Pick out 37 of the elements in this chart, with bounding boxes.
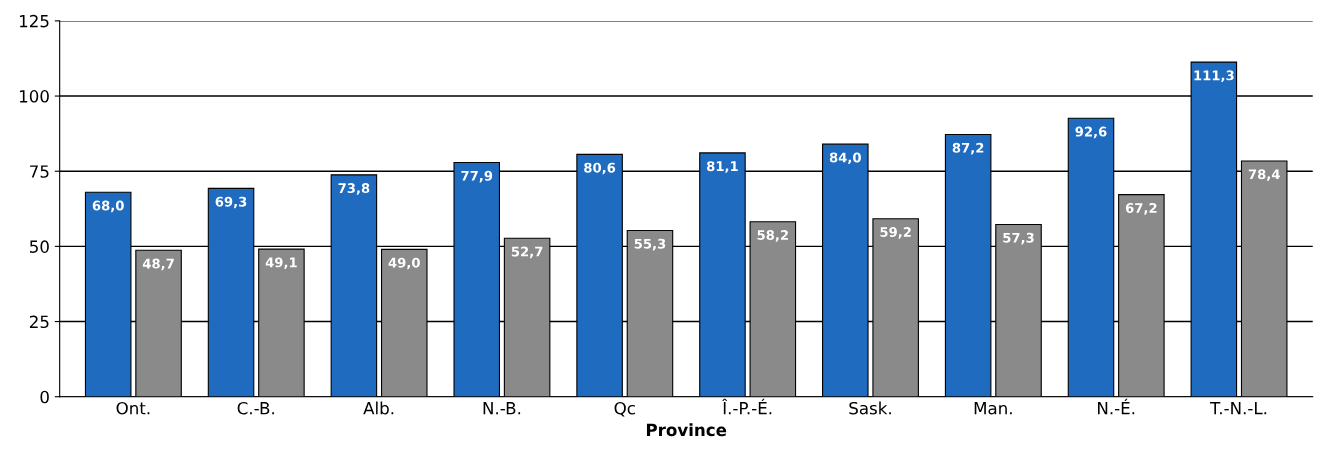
- data-label: 48,7: [142, 258, 174, 271]
- data-label: 58,2: [757, 230, 788, 242]
- data-label: 55,3: [634, 238, 666, 251]
- data-label: 84,0: [829, 152, 861, 165]
- x-tick-label: N.-É.: [1098, 398, 1135, 415]
- x-tick-label: Alb.: [363, 401, 394, 415]
- data-label: 68,0: [92, 200, 124, 213]
- data-label: 57,3: [1003, 232, 1034, 245]
- data-label: 67,2: [1125, 202, 1157, 215]
- data-label: 92,6: [1075, 126, 1107, 139]
- data-label: 73,8: [338, 183, 370, 195]
- data-label: 52,7: [511, 246, 543, 259]
- x-tick-label: Ont.: [116, 401, 150, 415]
- y-tick-label: 50: [30, 240, 49, 253]
- data-label: 78,4: [1248, 169, 1280, 181]
- y-tick-label: 100: [19, 90, 49, 103]
- x-tick-label: Sask.: [849, 401, 891, 415]
- x-tick-label: T.-N.-L.: [1210, 402, 1267, 415]
- data-label: 59,2: [880, 227, 911, 239]
- x-tick-label: C.-B.: [237, 401, 274, 415]
- y-tick-label: 75: [30, 165, 49, 178]
- data-label: 69,3: [215, 196, 247, 209]
- data-label: 49,1: [265, 257, 297, 270]
- x-tick-label: Î.-P.-É.: [722, 398, 772, 415]
- data-label: 77,9: [461, 170, 493, 183]
- x-tick-label: Qc: [614, 401, 635, 417]
- x-axis-title: Province: [646, 423, 727, 437]
- data-label: 81,1: [706, 161, 738, 173]
- x-tick-label: N.-B.: [483, 402, 521, 415]
- x-tick-label: Man.: [974, 402, 1012, 415]
- y-tick-label: 0: [40, 390, 49, 404]
- data-label: 87,2: [952, 142, 984, 155]
- y-tick-label: 25: [29, 315, 49, 329]
- data-label: 111,3: [1194, 70, 1234, 83]
- data-label: 80,6: [584, 162, 616, 175]
- data-label: 49,0: [388, 257, 420, 270]
- y-tick-label: 125: [19, 14, 49, 28]
